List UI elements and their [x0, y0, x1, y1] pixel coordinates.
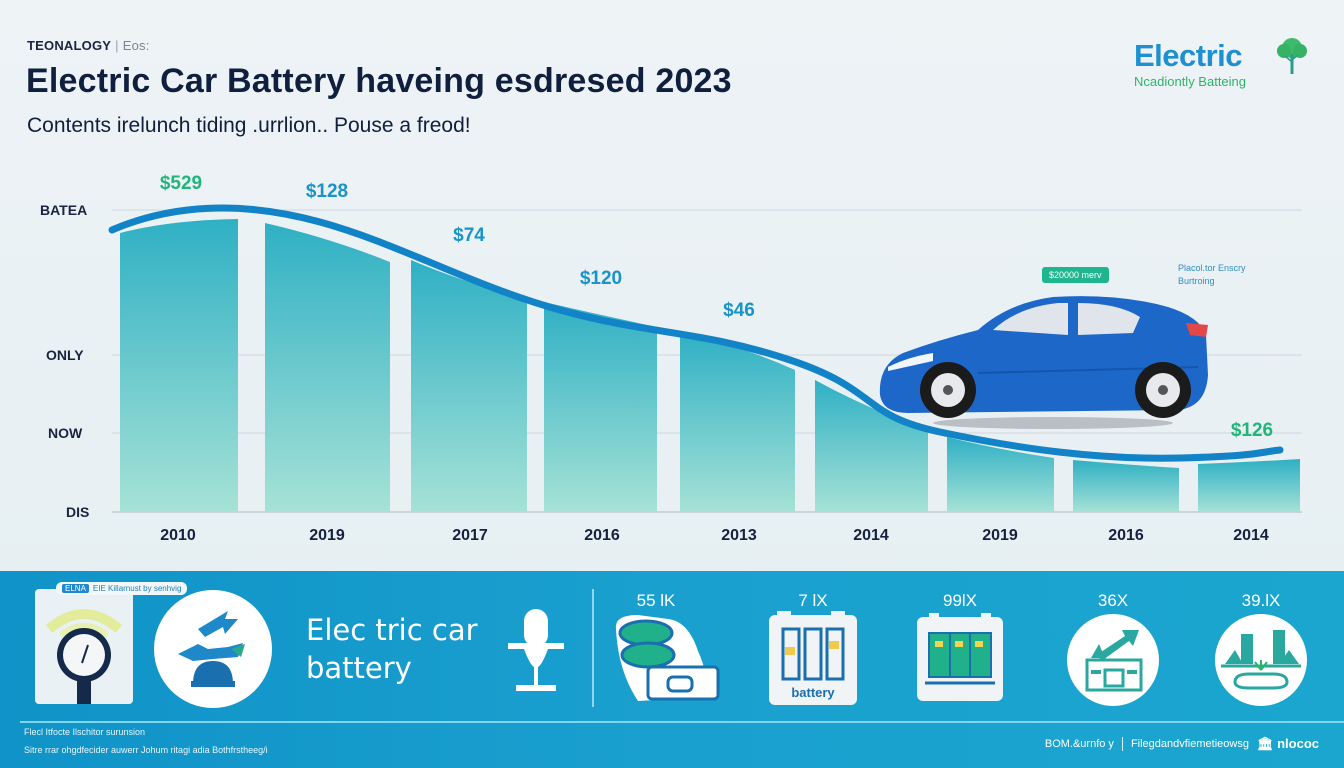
microphone-icon: [508, 609, 564, 691]
category-kicker: TEONALOGY | Eos:: [27, 38, 150, 53]
value-label: $529: [159, 173, 203, 194]
x-tick-label: 2014: [853, 527, 889, 544]
trend-line: [108, 204, 1284, 462]
footer-credit: Filegdandvfiemetieowsg: [1130, 738, 1249, 750]
feature-heading: Elec tric car battery: [306, 611, 478, 687]
kicker-tag: Eos:: [122, 38, 150, 53]
value-label: $74: [453, 225, 485, 246]
kicker-label: TEONALOGY: [27, 38, 112, 53]
battery-module-icon: [917, 613, 1003, 701]
stat-value: 7 lX: [798, 591, 828, 610]
stat-value: 55 lK: [636, 591, 676, 610]
footer-note: Sitre rrar ohgdfecider auwerr Johum rita…: [24, 745, 268, 755]
y-tick-label: BATEA: [40, 202, 88, 218]
feature-heading-line: Elec tric car: [306, 613, 478, 647]
logo-wordmark: Electric: [1134, 38, 1243, 73]
footer-brand-name: nlococ: [1277, 736, 1319, 751]
city-energy-icon: [1215, 614, 1307, 706]
feature-panel: ELNA EIE Killarnust by senhvig Elec tric…: [0, 571, 1344, 768]
brand-logo: Electric Ncadiontly Batteing: [1134, 38, 1314, 89]
battery-swap-icon: [154, 590, 272, 708]
footer-brand: 🏛︎ nlococ: [1257, 736, 1319, 752]
car-annotation-line: Burtroing: [1178, 276, 1215, 286]
battery-cost-chart: BATEA ONLY NOW DIS $529 $128 $74 $120 $4…: [0, 160, 1344, 570]
gauge-card: [35, 589, 133, 704]
battery-packs-icon: [615, 615, 720, 701]
car-annotation: Placol.tor Enscry Burtroing: [1178, 262, 1246, 288]
chart-plot-area: [108, 204, 1302, 513]
stat-value: 39.lX: [1241, 591, 1281, 610]
value-label: $46: [723, 300, 755, 321]
building-icon: 🏛︎: [1256, 736, 1274, 751]
feature-heading-line: battery: [306, 651, 412, 685]
x-tick-label: 2019: [309, 527, 345, 544]
stat-value: 36X: [1097, 591, 1129, 610]
x-tick-label: 2019: [982, 527, 1018, 544]
y-tick-label: NOW: [48, 425, 83, 441]
x-tick-label: 2013: [721, 527, 757, 544]
gauge-icon: [45, 609, 123, 704]
footer-note: Flecl Itfocte Ilschitor surunsion: [24, 727, 146, 737]
page-subtitle: Contents irelunch tiding .urrlion.. Pous…: [27, 114, 471, 137]
value-label: $128: [305, 181, 349, 202]
growth-chart-icon: [1067, 614, 1159, 706]
stat-value: 99lX: [942, 591, 978, 610]
svg-text:battery: battery: [791, 685, 835, 700]
footer-separator: [1121, 737, 1123, 751]
y-tick-label: ONLY: [46, 347, 84, 363]
footer-credit: BOM.&urnfo y: [1044, 738, 1114, 750]
x-tick-label: 2014: [1233, 527, 1269, 544]
badge-text: EIE Killarnust by senhvig: [92, 584, 182, 593]
x-tick-label: 2010: [160, 527, 196, 544]
x-tick-label: 2016: [584, 527, 620, 544]
footer-divider: [20, 721, 1344, 723]
bars: [120, 219, 1300, 512]
footer-credits: BOM.&urnfo y Filegdandvfiemetieowsg 🏛︎ n…: [1045, 736, 1319, 752]
page-title: Electric Car Battery haveing esdresed 20…: [26, 62, 732, 100]
badge-chip: ELNA: [62, 584, 89, 593]
car-annotation-line: Placol.tor Enscry: [1178, 263, 1246, 273]
tree-icon: [1277, 38, 1307, 74]
x-tick-label: 2016: [1108, 527, 1144, 544]
y-tick-label: DIS: [66, 504, 90, 520]
panel-divider: [592, 589, 594, 707]
car-illustration: [879, 296, 1208, 429]
value-label: $126: [1230, 420, 1274, 441]
x-tick-label: 2017: [452, 527, 488, 544]
kicker-separator: |: [115, 38, 119, 53]
logo-tagline: Ncadiontly Batteing: [1134, 74, 1247, 89]
car-price-tag: $20000 merv: [1042, 267, 1109, 283]
battery-cell-icon: battery: [769, 611, 857, 705]
value-label: $120: [579, 268, 623, 289]
badge-strip: ELNA EIE Killarnust by senhvig: [56, 582, 188, 595]
